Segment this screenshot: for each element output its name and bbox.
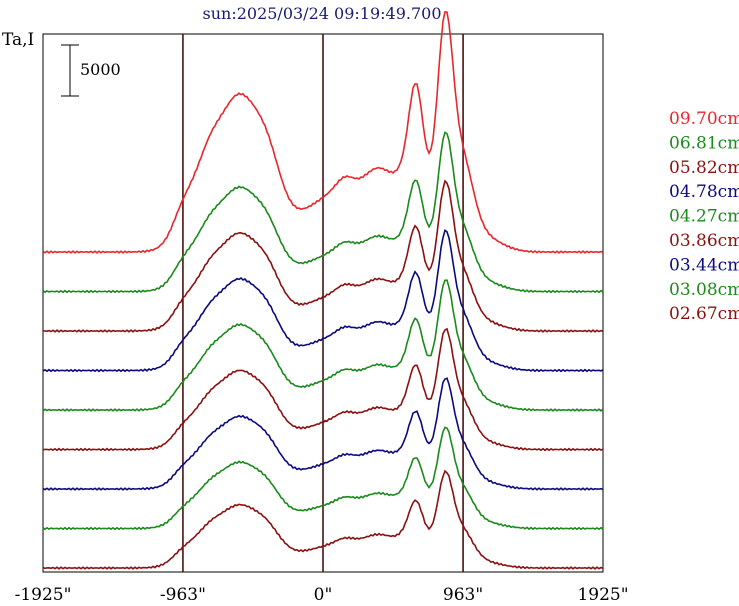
legend-entry-03.08cm: 03.08cm: [669, 280, 739, 300]
series-line-03.86cm: [42, 327, 604, 452]
series-line-03.44cm: [42, 377, 604, 491]
legend-entry-03.86cm: 03.86cm: [669, 231, 739, 251]
series-line-04.78cm: [42, 229, 604, 373]
legend-entry-03.44cm: 03.44cm: [669, 255, 739, 275]
legend-entry-04.27cm: 04.27cm: [669, 207, 739, 227]
legend-entry-09.70cm: 09.70cm: [669, 109, 739, 129]
reference-lines: [182, 34, 464, 572]
x-tick-label-2: 0": [314, 585, 333, 605]
series-line-02.67cm: [42, 469, 604, 570]
series-line-05.82cm: [42, 179, 604, 333]
x-tick-labels: -1925" -963" 0" 963" 1925": [15, 585, 629, 605]
series-group: [42, 11, 604, 570]
legend: 09.70cm 06.81cm 05.82cm 04.78cm 04.27cm 03.86…: [669, 109, 739, 324]
x-tick-label-4: 1925": [577, 585, 628, 605]
legend-entry-02.67cm: 02.67cm: [669, 304, 739, 324]
series-line-03.08cm: [42, 426, 604, 531]
legend-entry-04.78cm: 04.78cm: [669, 182, 739, 202]
series-line-09.70cm: [42, 11, 604, 254]
series-line-06.81cm: [42, 131, 604, 294]
x-tick-label-3: 963": [443, 585, 483, 605]
series-line-04.27cm: [42, 279, 604, 412]
chart-title: sun:2025/03/24 09:19:49.700: [203, 4, 442, 23]
x-tick-label-1: -963": [160, 585, 206, 605]
scale-bar: 5000: [61, 44, 121, 97]
x-tick-label-0: -1925": [15, 585, 72, 605]
y-axis-label: Ta,I: [2, 30, 34, 50]
scale-bar-label: 5000: [80, 60, 121, 79]
legend-entry-06.81cm: 06.81cm: [669, 133, 739, 153]
legend-entry-05.82cm: 05.82cm: [669, 158, 739, 178]
